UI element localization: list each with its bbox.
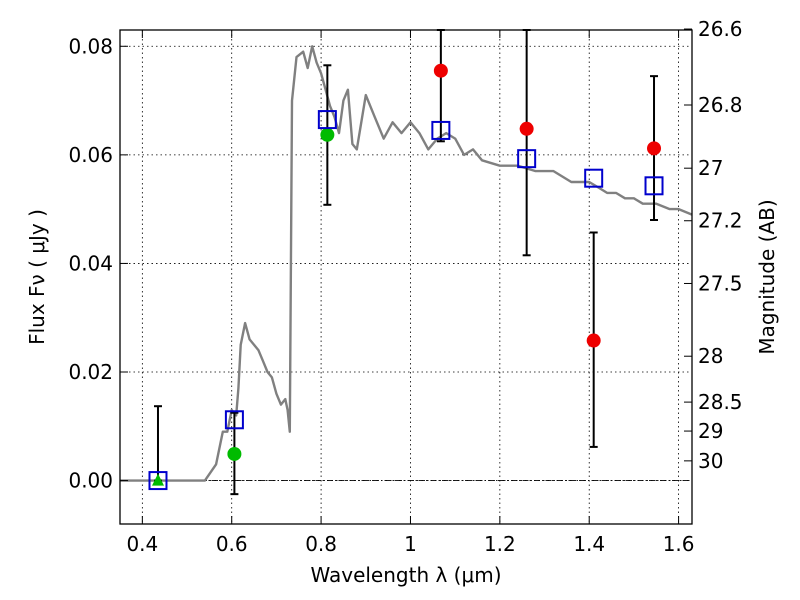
mag-tick-label: 28 [698,344,723,368]
model-point [224,410,244,430]
x-tick-label: 1.6 [663,532,695,556]
y-tick-label: 0.06 [68,143,113,167]
mag-tick-label: 28.5 [698,390,743,414]
sed-line [120,45,693,482]
y-tick-label: 0.08 [68,34,113,58]
mag-tick-label: 27.5 [698,271,743,295]
model-point [431,120,451,140]
observed-point [586,333,601,348]
x-tick-label: 0.8 [305,532,337,556]
plot-area [120,29,693,496]
mag-tick-label: 30 [698,449,723,473]
lowsn-point [227,446,242,461]
axis-ticks [120,28,692,524]
model-point [584,168,604,188]
observed-point [433,63,448,78]
y-tick-label: 0.04 [68,251,113,275]
mag-tick-label: 27 [698,156,723,180]
y-tick-label: 0.02 [68,360,113,384]
upper-limit-point [151,473,164,486]
model-point [517,149,537,169]
x-tick-label: 1.4 [573,532,605,556]
y-axis-label: Flux Fν ( μJy ) [25,209,49,345]
plot-frame [119,29,693,525]
x-tick-label: 1 [404,532,417,556]
lowsn-point [320,127,335,142]
x-tick-label: 0.6 [216,532,248,556]
model-point [317,110,337,130]
mag-tick-label: 26.8 [698,93,743,117]
x-axis-label: Wavelength λ (μm) [310,563,501,587]
mag-tick-label: 26.6 [698,17,743,41]
observed-point [647,141,662,156]
y-tick-label: 0.00 [68,469,113,493]
x-tick-label: 1.2 [484,532,516,556]
model-point [644,176,664,196]
mag-tick-label: 29 [698,419,723,443]
mag-tick-label: 27.2 [698,209,743,233]
observed-point [519,121,534,136]
x-tick-label: 0.4 [126,532,158,556]
tick-labels: 0.4 0.6 0.8 1 1.2 1.4 1.6 0.00 0.02 0.04 0.06 0.08 2… [68,17,742,556]
model-point [148,471,168,491]
y2-axis-label: Magnitude (AB) [755,199,779,354]
